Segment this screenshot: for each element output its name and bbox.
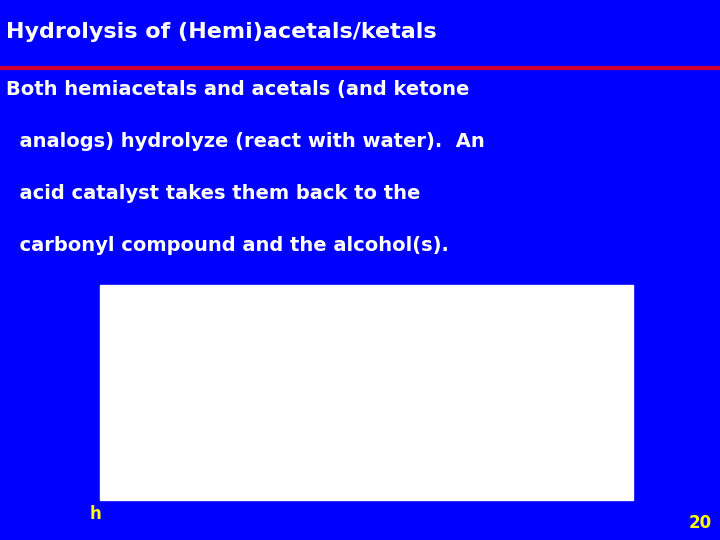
Text: 20: 20 (689, 514, 712, 532)
Text: acid catalyst takes them back to the: acid catalyst takes them back to the (6, 184, 420, 203)
Text: h: h (90, 505, 102, 523)
Text: carbonyl compound and the alcohol(s).: carbonyl compound and the alcohol(s). (6, 236, 449, 255)
Text: Both hemiacetals and acetals (and ketone: Both hemiacetals and acetals (and ketone (6, 80, 469, 99)
Bar (100, 285, 633, 500)
Text: Hydrolysis of (Hemi)acetals/ketals: Hydrolysis of (Hemi)acetals/ketals (6, 23, 436, 43)
Text: analogs) hydrolyze (react with water).  An: analogs) hydrolyze (react with water). A… (6, 132, 485, 151)
